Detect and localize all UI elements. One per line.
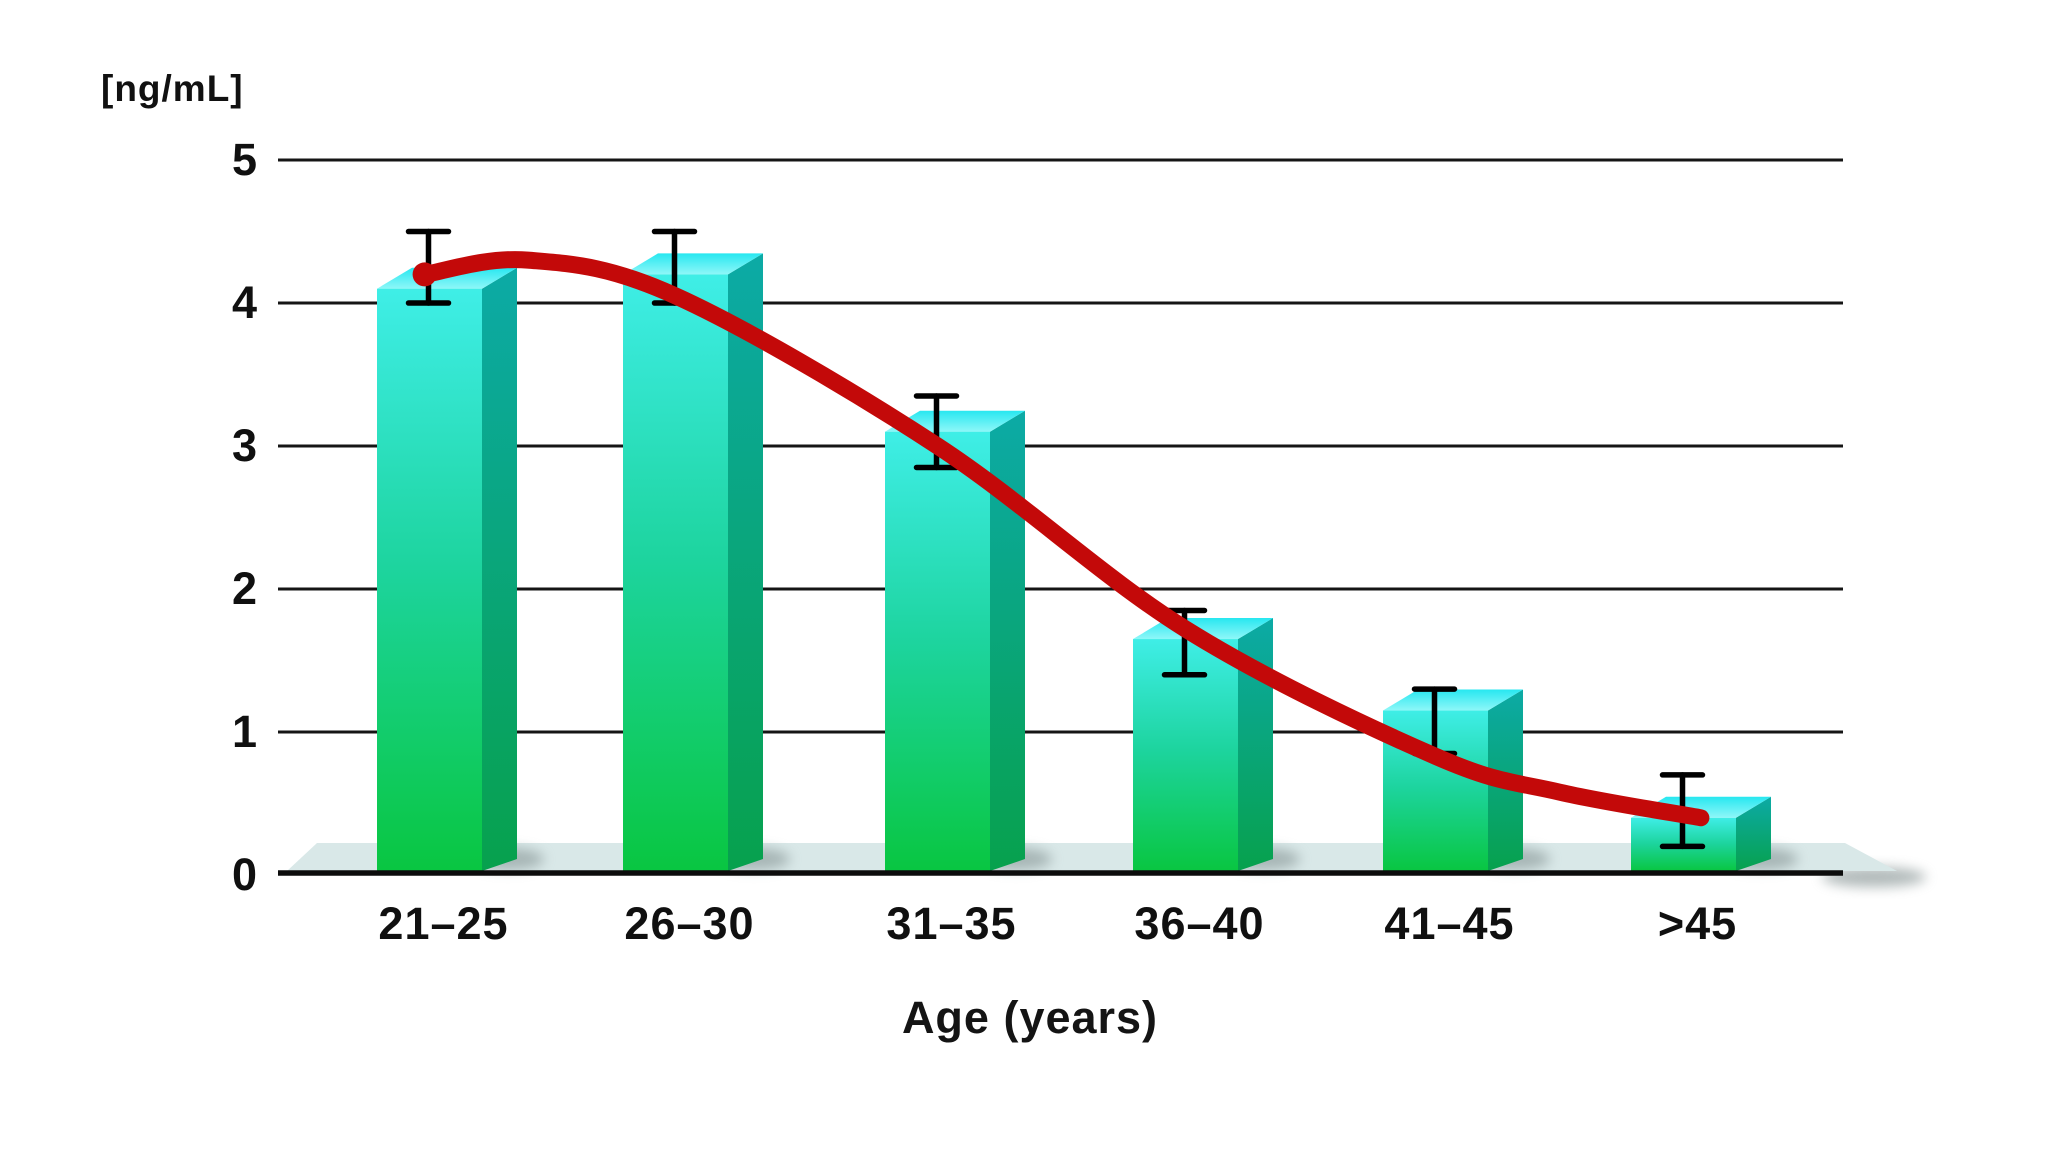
- bar-21–25: [377, 267, 544, 871]
- x-category-label-3: 36–40: [1134, 898, 1265, 949]
- y-tick-label-4: 4: [231, 277, 258, 328]
- trend-line: [416, 251, 1710, 827]
- y-tick-label-3: 3: [231, 420, 258, 471]
- gridlines: [278, 158, 1843, 734]
- bars-group: [377, 253, 1798, 871]
- floor-shadow: [1822, 867, 1926, 887]
- bar-31–35: [885, 410, 1052, 871]
- x-category-label-4: 41–45: [1384, 898, 1515, 949]
- y-axis-unit-label: [ng/mL]: [101, 68, 244, 109]
- x-category-label-0: 21–25: [378, 898, 509, 949]
- y-tick-label-2: 2: [231, 563, 258, 614]
- y-tick-label-0: 0: [231, 849, 258, 900]
- y-tick-label-1: 1: [231, 706, 258, 757]
- y-tick-label-5: 5: [231, 134, 258, 185]
- x-axis-title: Age (years): [901, 992, 1159, 1043]
- x-category-label-5: >45: [1657, 898, 1738, 949]
- x-category-label-2: 31–35: [886, 898, 1017, 949]
- bar-26–30: [623, 253, 790, 871]
- x-category-label-1: 26–30: [624, 898, 755, 949]
